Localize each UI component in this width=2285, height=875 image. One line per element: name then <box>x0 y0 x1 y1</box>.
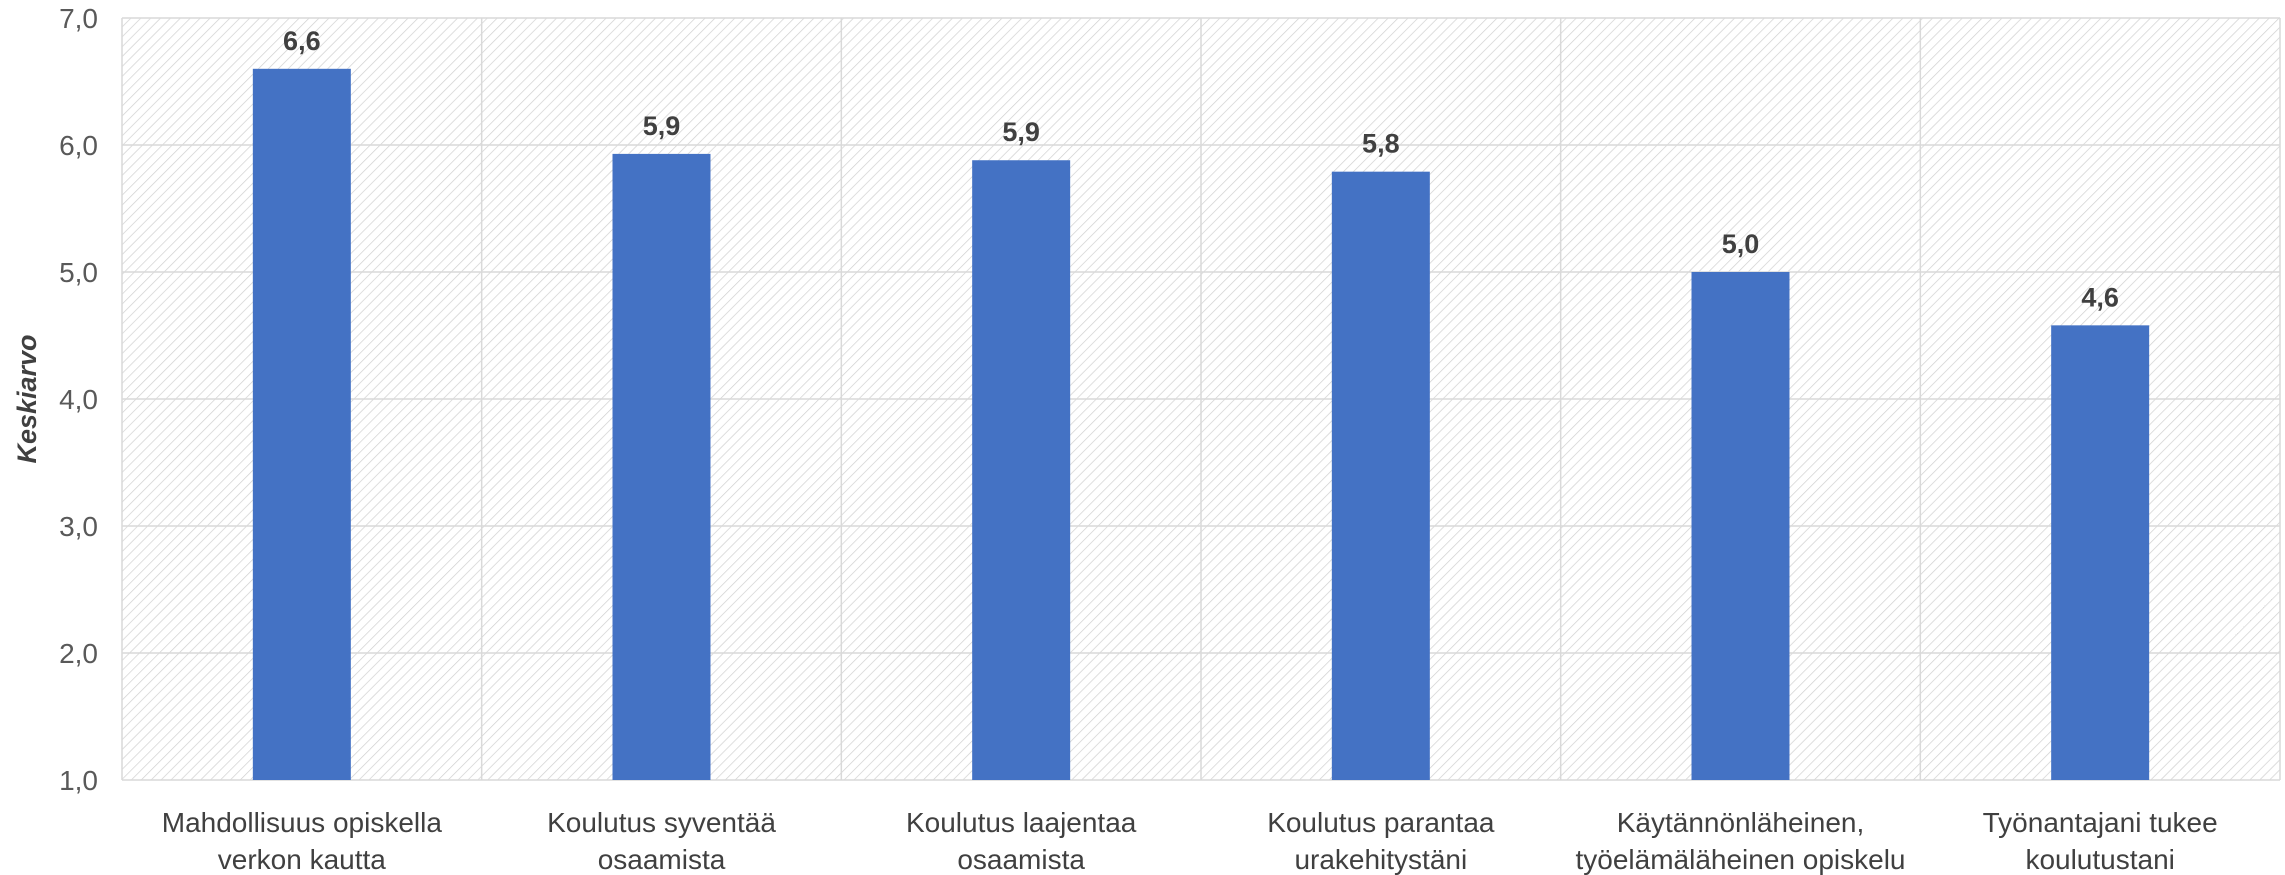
bars <box>252 68 2150 781</box>
category-labels: Mahdollisuus opiskella verkon kautta Koulu… <box>162 807 2218 875</box>
gridlines <box>121 17 2281 781</box>
bar <box>1691 272 1790 780</box>
data-label: 5,0 <box>1722 229 1760 259</box>
category-label: työelämäläheinen opiskelu <box>1576 844 1906 875</box>
bar <box>2051 325 2150 780</box>
category-label: Koulutus laajentaa <box>906 807 1137 838</box>
y-axis-title: Keskiarvo <box>12 334 42 463</box>
y-tick-label: 5,0 <box>59 257 98 288</box>
category-label: osaamista <box>598 844 726 875</box>
data-label: 5,9 <box>643 111 681 141</box>
category-label: Työnantajani tukee <box>1983 807 2218 838</box>
data-label: 5,9 <box>1002 117 1040 147</box>
category-label: Mahdollisuus opiskella <box>162 807 443 838</box>
category-label: Käytännönläheinen, <box>1617 807 1865 838</box>
data-label: 4,6 <box>2081 282 2119 312</box>
data-label: 5,8 <box>1362 129 1400 159</box>
bar <box>1331 171 1430 781</box>
y-tick-label: 4,0 <box>59 384 98 415</box>
category-label: koulutustani <box>2025 844 2174 875</box>
category-label: verkon kautta <box>218 844 387 875</box>
bar <box>972 160 1071 781</box>
bar <box>252 68 351 781</box>
y-tick-label: 1,0 <box>59 765 98 796</box>
category-label: urakehitystäni <box>1294 844 1467 875</box>
y-tick-label: 6,0 <box>59 130 98 161</box>
bar <box>612 153 711 780</box>
data-labels: 6,6 5,9 5,9 5,8 5,0 4,6 <box>283 26 2119 313</box>
y-tick-label: 7,0 <box>59 3 98 34</box>
y-tick-label: 3,0 <box>59 511 98 542</box>
y-tick-labels: 1,0 2,0 3,0 4,0 5,0 6,0 7,0 <box>59 3 98 796</box>
category-label: Koulutus syventää <box>547 807 776 838</box>
category-label: Koulutus parantaa <box>1267 807 1495 838</box>
y-tick-label: 2,0 <box>59 638 98 669</box>
category-label: osaamista <box>957 844 1085 875</box>
data-label: 6,6 <box>283 26 321 56</box>
